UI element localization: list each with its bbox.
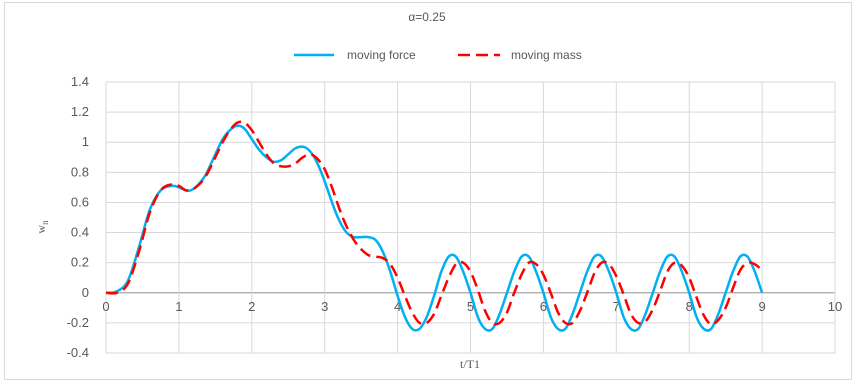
y-axis-title: wn [34,220,50,234]
tick-labels: 1.4 1.2 1 0.8 0.6 0.4 0.2 0 -0.2 -0.4 0 1 2 3 4 5 6 7 8 9 10 [67,74,843,360]
x-tick-label: 6 [540,299,547,314]
series-line-moving-mass [105,120,763,326]
chart-title: α=0.25 [408,10,446,24]
y-tick-label: 1 [82,134,89,149]
legend-label-moving-force: moving force [347,48,416,62]
series-lines [105,120,764,332]
legend: moving force moving mass [294,48,582,62]
y-tick-label: 0.8 [71,164,89,179]
legend-label-moving-mass: moving mass [511,48,582,62]
x-tick-label: 4 [394,299,401,314]
y-tick-label: 1.4 [71,74,89,89]
y-tick-label: 0.6 [71,194,89,209]
y-tick-label: -0.2 [67,315,89,330]
x-tick-label: 3 [321,299,328,314]
y-tick-label: 1.2 [71,104,89,119]
x-tick-label: 1 [175,299,182,314]
y-axis-title-sub: n [40,220,50,225]
x-tick-label: 5 [467,299,474,314]
y-tick-label: 0.4 [71,225,89,240]
y-axis-title-main: w [34,225,48,234]
x-tick-label: 8 [686,299,693,314]
y-tick-label: 0.2 [71,255,89,270]
x-tick-label: 7 [613,299,620,314]
x-tick-label: 2 [248,299,255,314]
y-tick-label: -0.4 [67,345,89,360]
x-tick-label: 0 [102,299,109,314]
x-axis-title: t/T1 [460,357,480,371]
x-tick-label: 9 [758,299,765,314]
y-tick-label: 0 [82,285,89,300]
x-tick-label: 10 [828,299,842,314]
series-line-moving-force [105,124,764,332]
svg-text:wn: wn [34,220,50,234]
